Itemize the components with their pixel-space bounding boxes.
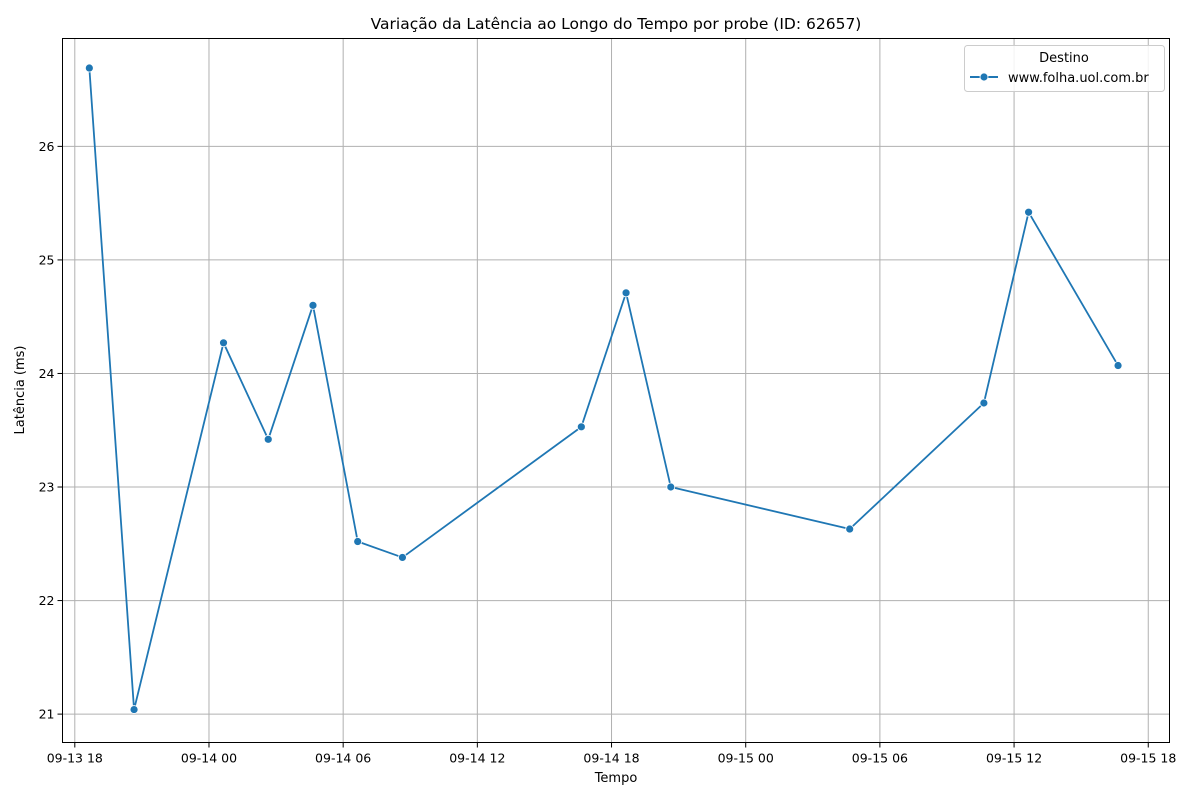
plot-frame: [62, 38, 1170, 743]
x-tick-label: 09-13 18: [47, 751, 103, 766]
x-tick-label: 09-15 12: [986, 751, 1042, 766]
data-point: [353, 537, 363, 546]
x-tick-label: 09-15 00: [718, 751, 774, 766]
data-point: [666, 482, 676, 492]
data-point: [1024, 207, 1034, 217]
y-tick-label: 21: [39, 707, 55, 722]
y-tick-label: 22: [39, 593, 55, 608]
data-point: [308, 300, 318, 310]
legend-marker-swatch: [979, 72, 989, 82]
chart-title: Variação da Latência ao Longo do Tempo p…: [371, 15, 862, 33]
x-tick-label: 09-15 06: [852, 751, 908, 766]
y-tick-label: 26: [39, 139, 55, 154]
x-tick-label: 09-14 12: [449, 751, 505, 766]
y-tick-label: 24: [39, 366, 55, 381]
data-point: [263, 434, 273, 444]
data-point: [84, 63, 94, 73]
x-tick-label: 09-14 00: [181, 751, 237, 766]
x-axis-label: Tempo: [594, 771, 638, 786]
y-tick-label: 23: [39, 480, 55, 495]
data-point: [219, 338, 228, 348]
y-axis-ticks: 21 22 23 24 25 26: [39, 139, 63, 722]
data-point: [398, 553, 407, 562]
data-point: [576, 422, 586, 432]
legend-title: Destino: [1039, 51, 1089, 66]
x-tick-label: 09-14 06: [315, 751, 371, 766]
series-layer: [84, 63, 1123, 714]
data-point: [1113, 361, 1123, 370]
x-axis-ticks: 09-13 18 09-14 00 09-14 06 09-14 12 09-14 18…: [47, 742, 1176, 766]
data-point: [129, 705, 139, 714]
legend: Destino www.folha.uol.com.br: [964, 45, 1165, 92]
data-point: [621, 288, 631, 298]
y-axis-label: Latência (ms): [13, 346, 28, 435]
legend-entry-label: www.folha.uol.com.br: [1008, 71, 1149, 86]
y-tick-label: 25: [39, 252, 55, 267]
series-line: [88, 67, 1119, 711]
grid: [62, 38, 1170, 743]
data-point: [845, 524, 855, 534]
legend-box: [964, 45, 1165, 92]
x-tick-label: 09-15 18: [1120, 751, 1176, 766]
data-point: [979, 398, 989, 408]
x-tick-label: 09-14 18: [583, 751, 639, 766]
